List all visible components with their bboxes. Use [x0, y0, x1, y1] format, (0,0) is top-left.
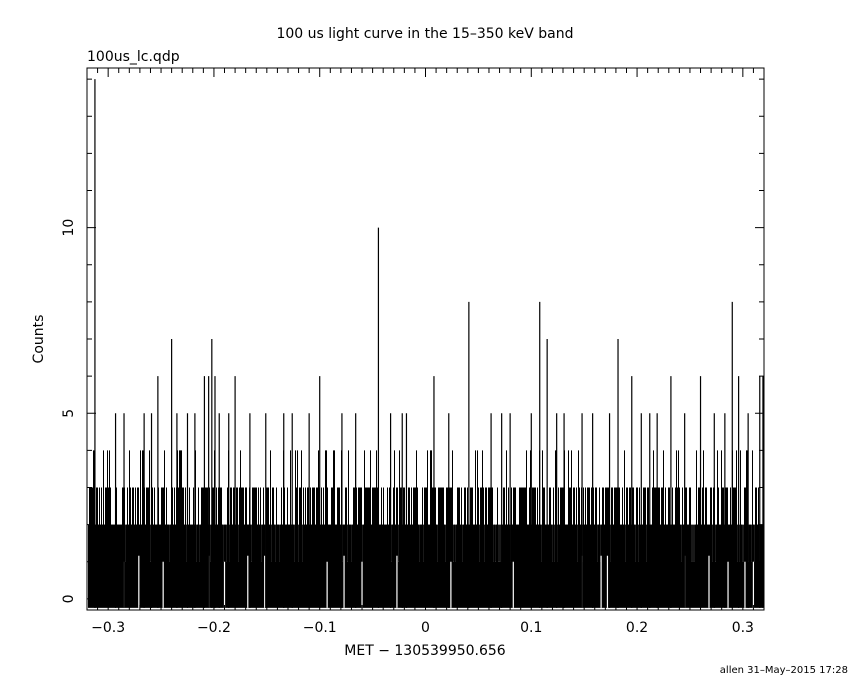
footer-stamp: allen 31–May–2015 17:28: [720, 665, 848, 676]
x-tick-label: −0.2: [197, 620, 231, 636]
x-tick-label: −0.3: [91, 620, 125, 636]
noise-bins: [88, 450, 764, 608]
file-label: 100us_lc.qdp: [87, 49, 180, 65]
x-tick-labels: −0.3 −0.2 −0.1 0 0.1 0.2 0.3: [91, 620, 754, 636]
x-tick-label: 0: [421, 620, 430, 636]
x-tick-label: 0.2: [626, 620, 648, 636]
x-tick-label: 0.3: [732, 620, 754, 636]
axis-ticks: [86, 68, 765, 610]
y-tick-label: 5: [61, 409, 77, 418]
x-tick-label: −0.1: [303, 620, 337, 636]
x-tick-label: 0.1: [520, 620, 542, 636]
y-tick-label: 10: [61, 219, 77, 237]
x-axis-label: MET − 130539950.656: [344, 643, 506, 659]
chart-title: 100 us light curve in the 15–350 keV ban…: [276, 26, 573, 42]
light-curve-bars: [88, 79, 764, 608]
baseline-fill: [88, 561, 763, 608]
y-axis-label: Counts: [31, 315, 47, 364]
mid-fill: [88, 524, 763, 562]
y-tick-label: 0: [61, 594, 77, 603]
y-tick-labels: 0 5 10: [61, 219, 77, 604]
